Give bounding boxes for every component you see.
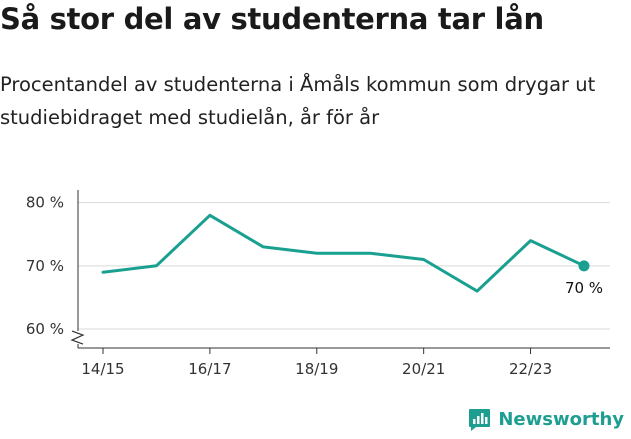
x-tick-label: 20/21: [402, 360, 445, 378]
x-tick-label: 18/19: [295, 360, 338, 378]
chart-title: Så stor del av studenterna tar lån: [0, 2, 544, 36]
x-tick-label: 14/15: [81, 360, 124, 378]
x-tick-label: 16/17: [188, 360, 231, 378]
end-point-marker: [578, 260, 590, 272]
newsworthy-icon: [469, 409, 491, 431]
brand-name: Newsworthy: [498, 409, 624, 430]
axis-break-marker: [70, 330, 85, 345]
y-tick-label: 70 %: [26, 257, 64, 275]
line-chart: 60 % 70 % 80 % 14/15 16/17 18/19 20/21 22/23 70 …: [26, 190, 610, 378]
series-line: [101, 213, 586, 293]
y-tick-label: 60 %: [26, 320, 64, 338]
x-tick-label: 22/23: [509, 360, 552, 378]
newsworthy-logo: Newsworthy: [467, 407, 624, 432]
chart-subtitle: Procentandel av studenterna i Åmåls komm…: [0, 73, 596, 129]
y-tick-label: 80 %: [26, 194, 64, 212]
end-value-label: 70 %: [565, 279, 603, 297]
